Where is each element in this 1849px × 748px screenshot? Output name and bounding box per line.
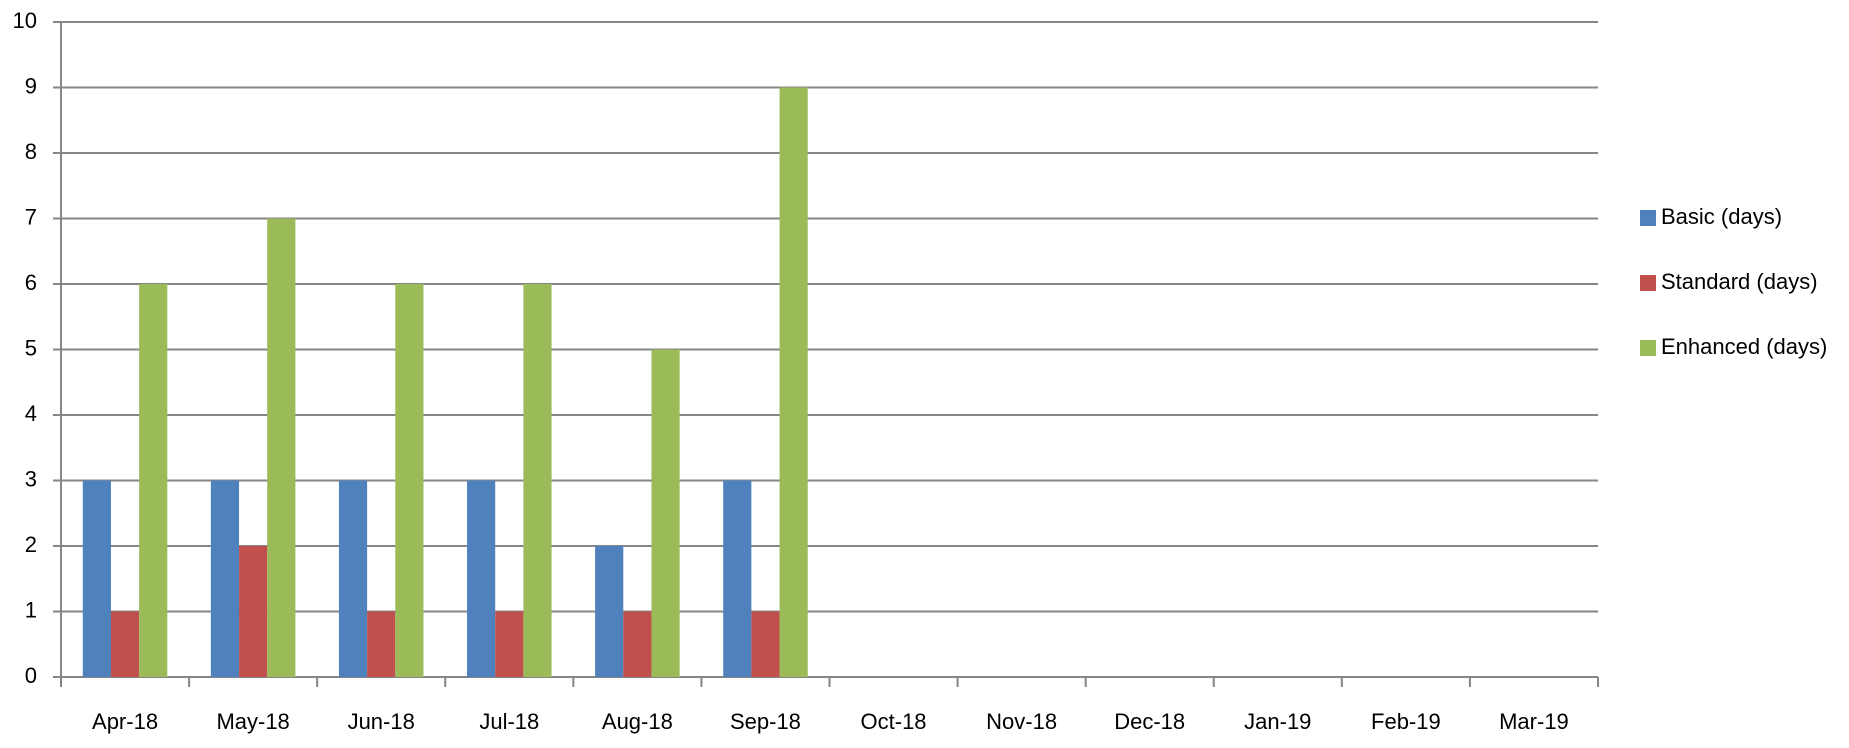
legend-swatch <box>1640 210 1656 226</box>
x-tick-label: Mar-19 <box>1499 709 1569 734</box>
x-tick-label: May-18 <box>216 709 289 734</box>
bar <box>467 480 496 677</box>
y-tick-label: 4 <box>25 401 37 426</box>
bar <box>267 218 296 677</box>
bar <box>395 284 424 677</box>
x-tick-label: Nov-18 <box>986 709 1057 734</box>
bar <box>523 284 552 677</box>
x-tick-label: Sep-18 <box>730 709 801 734</box>
x-tick-label: Feb-19 <box>1371 709 1441 734</box>
bar <box>82 480 111 677</box>
x-tick-label: Oct-18 <box>861 709 927 734</box>
y-tick-label: 1 <box>25 597 37 622</box>
legend-label: Standard (days) <box>1661 269 1818 294</box>
bar <box>651 349 680 677</box>
x-tick-label: Apr-18 <box>92 709 158 734</box>
x-tick-label: Jan-19 <box>1244 709 1311 734</box>
x-tick-label: Dec-18 <box>1114 709 1185 734</box>
bar <box>751 611 780 677</box>
y-tick-label: 7 <box>25 204 37 229</box>
x-tick-label: Aug-18 <box>602 709 673 734</box>
x-tick-label: Jul-18 <box>479 709 539 734</box>
y-tick-label: 2 <box>25 532 37 557</box>
bar <box>239 546 268 677</box>
x-tick-label: Jun-18 <box>348 709 415 734</box>
y-tick-label: 9 <box>25 73 37 98</box>
y-tick-label: 10 <box>13 8 37 33</box>
legend-label: Basic (days) <box>1661 204 1782 229</box>
legend-swatch <box>1640 275 1656 291</box>
bar <box>595 546 624 677</box>
bar <box>495 611 524 677</box>
bar <box>139 284 168 677</box>
legend-label: Enhanced (days) <box>1661 334 1827 359</box>
bar <box>367 611 396 677</box>
y-tick-label: 8 <box>25 139 37 164</box>
y-tick-label: 5 <box>25 335 37 360</box>
bar <box>623 611 652 677</box>
bar <box>723 480 752 677</box>
y-tick-label: 0 <box>25 663 37 688</box>
bar <box>210 480 240 677</box>
y-tick-label: 6 <box>25 270 37 295</box>
bar <box>338 480 368 677</box>
bar <box>110 611 140 677</box>
legend-swatch <box>1640 340 1656 356</box>
y-tick-label: 3 <box>25 466 37 491</box>
bar <box>779 87 808 677</box>
